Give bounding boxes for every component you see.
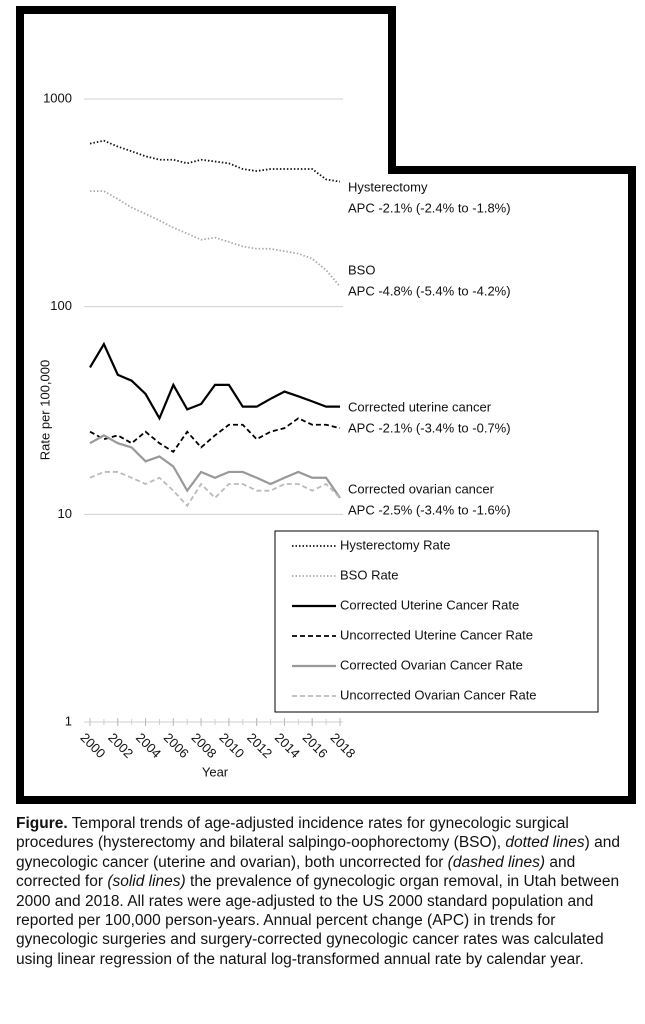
y-tick-label: 1 [65,713,72,728]
annotation: APC -2.1% (-3.4% to -0.7%) [348,420,511,435]
annotation: APC -2.5% (-3.4% to -1.6%) [348,502,511,517]
x-tick-label: 2012 [244,730,275,761]
y-tick-label: 100 [50,298,72,313]
caption-text: Figure. [16,815,68,832]
annotation: Corrected uterine cancer [348,399,492,414]
annotation: APC -4.8% (-5.4% to -4.2%) [348,283,511,298]
series-line [89,417,341,454]
x-tick-label: 2006 [161,730,192,761]
series-line [89,341,340,421]
legend-label: Hysterectomy Rate [340,537,451,552]
series-line [90,190,341,288]
annotation: APC -2.1% (-2.4% to -1.8%) [348,200,511,215]
annotation: Corrected ovarian cancer [348,481,495,496]
x-tick-label: 2004 [133,730,164,761]
caption: Figure. Temporal trends of age-adjusted … [16,814,630,969]
x-tick-label: 2018 [327,730,358,761]
annotation: BSO [348,262,375,277]
legend-label: BSO Rate [340,567,399,582]
caption-text: (solid lines) [107,873,186,891]
x-tick-label: 2002 [105,730,136,761]
utah-frame [16,6,636,804]
chart: Year Rate per 100,000 1 10 100 1000 20002002… [16,6,636,804]
x-tick-label: 2016 [300,730,331,761]
caption-text: and corrected for [16,853,576,891]
y-axis-label: Rate per 100,000 [37,360,52,460]
legend-label: Corrected Ovarian Cancer Rate [340,657,523,672]
series-line [89,139,341,183]
x-tick-label: 2010 [216,730,247,761]
legend-label: Uncorrected Ovarian Cancer Rate [340,687,537,702]
x-tick-label: 2000 [77,730,108,761]
caption-text: the prevalence of gynecologic organ remo… [16,873,620,968]
caption-text: Temporal trends of age-adjusted incidenc… [16,815,569,852]
legend-label: Corrected Uterine Cancer Rate [340,597,519,612]
caption-text: dotted lines [505,834,585,852]
caption-text: (dashed lines) [447,853,546,871]
annotation: Hysterectomy [348,179,428,194]
legend-box [274,530,599,713]
x-tick-label: 2008 [189,730,220,761]
legend-label: Uncorrected Uterine Cancer Rate [340,627,533,642]
series-line [89,434,341,499]
x-tick-label: 2014 [272,730,303,761]
y-tick-label: 10 [58,506,72,521]
series-line [89,471,341,508]
y-tick-label: 1000 [43,90,72,105]
x-axis-label: Year [202,764,229,779]
caption-text: ) and gynecologic cancer (uterine and ov… [16,834,620,871]
